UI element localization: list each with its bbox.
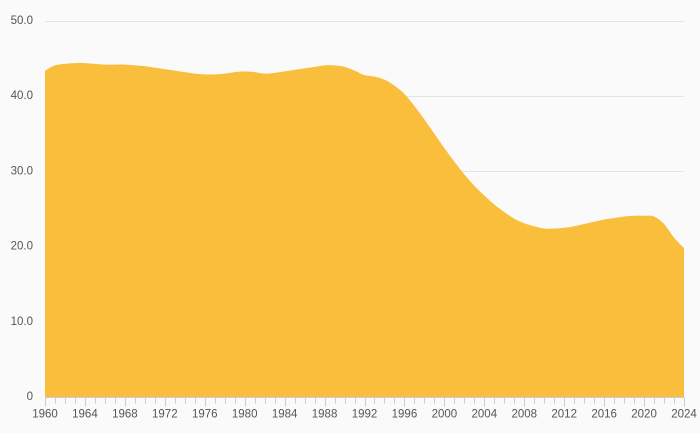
x-axis-labels-group: 1960 1964 1968 1972 1976 1980 1984 1988 1992 1996… xyxy=(32,409,697,421)
x-tick-label-1964: 1964 xyxy=(72,409,98,421)
x-tick-label-2004: 2004 xyxy=(472,409,498,421)
x-tick-label-2000: 2000 xyxy=(432,409,458,421)
y-tick-label-30.0: 30.0 xyxy=(11,165,33,177)
x-tick-label-1988: 1988 xyxy=(312,409,338,421)
x-tick-label-1976: 1976 xyxy=(192,409,218,421)
y-tick-label-50.0: 50.0 xyxy=(11,15,33,27)
x-tick-label-1972: 1972 xyxy=(152,409,178,421)
y-tick-label-20.0: 20.0 xyxy=(11,241,33,253)
y-tick-label-10.0: 10.0 xyxy=(11,316,33,328)
y-tick-label-0: 0 xyxy=(27,391,33,403)
x-tick-label-2020: 2020 xyxy=(631,409,657,421)
x-tick-label-1980: 1980 xyxy=(232,409,258,421)
area-series-path xyxy=(45,63,684,398)
x-tick-label-1996: 1996 xyxy=(392,409,418,421)
x-tick-label-1960: 1960 xyxy=(32,409,58,421)
x-axis-group xyxy=(45,397,685,407)
x-tick-label-2016: 2016 xyxy=(591,409,617,421)
y-tick-label-40.0: 40.0 xyxy=(11,90,33,102)
x-tick-label-2008: 2008 xyxy=(511,409,537,421)
y-axis-labels-group: 0 10.0 20.0 30.0 40.0 50.0 xyxy=(11,15,33,403)
x-tick-label-1984: 1984 xyxy=(272,409,298,421)
area-series-group xyxy=(45,63,684,398)
x-tick-label-2012: 2012 xyxy=(551,409,577,421)
x-tick-label-1968: 1968 xyxy=(112,409,138,421)
x-tick-label-2024: 2024 xyxy=(671,409,697,421)
x-tick-label-1992: 1992 xyxy=(352,409,378,421)
